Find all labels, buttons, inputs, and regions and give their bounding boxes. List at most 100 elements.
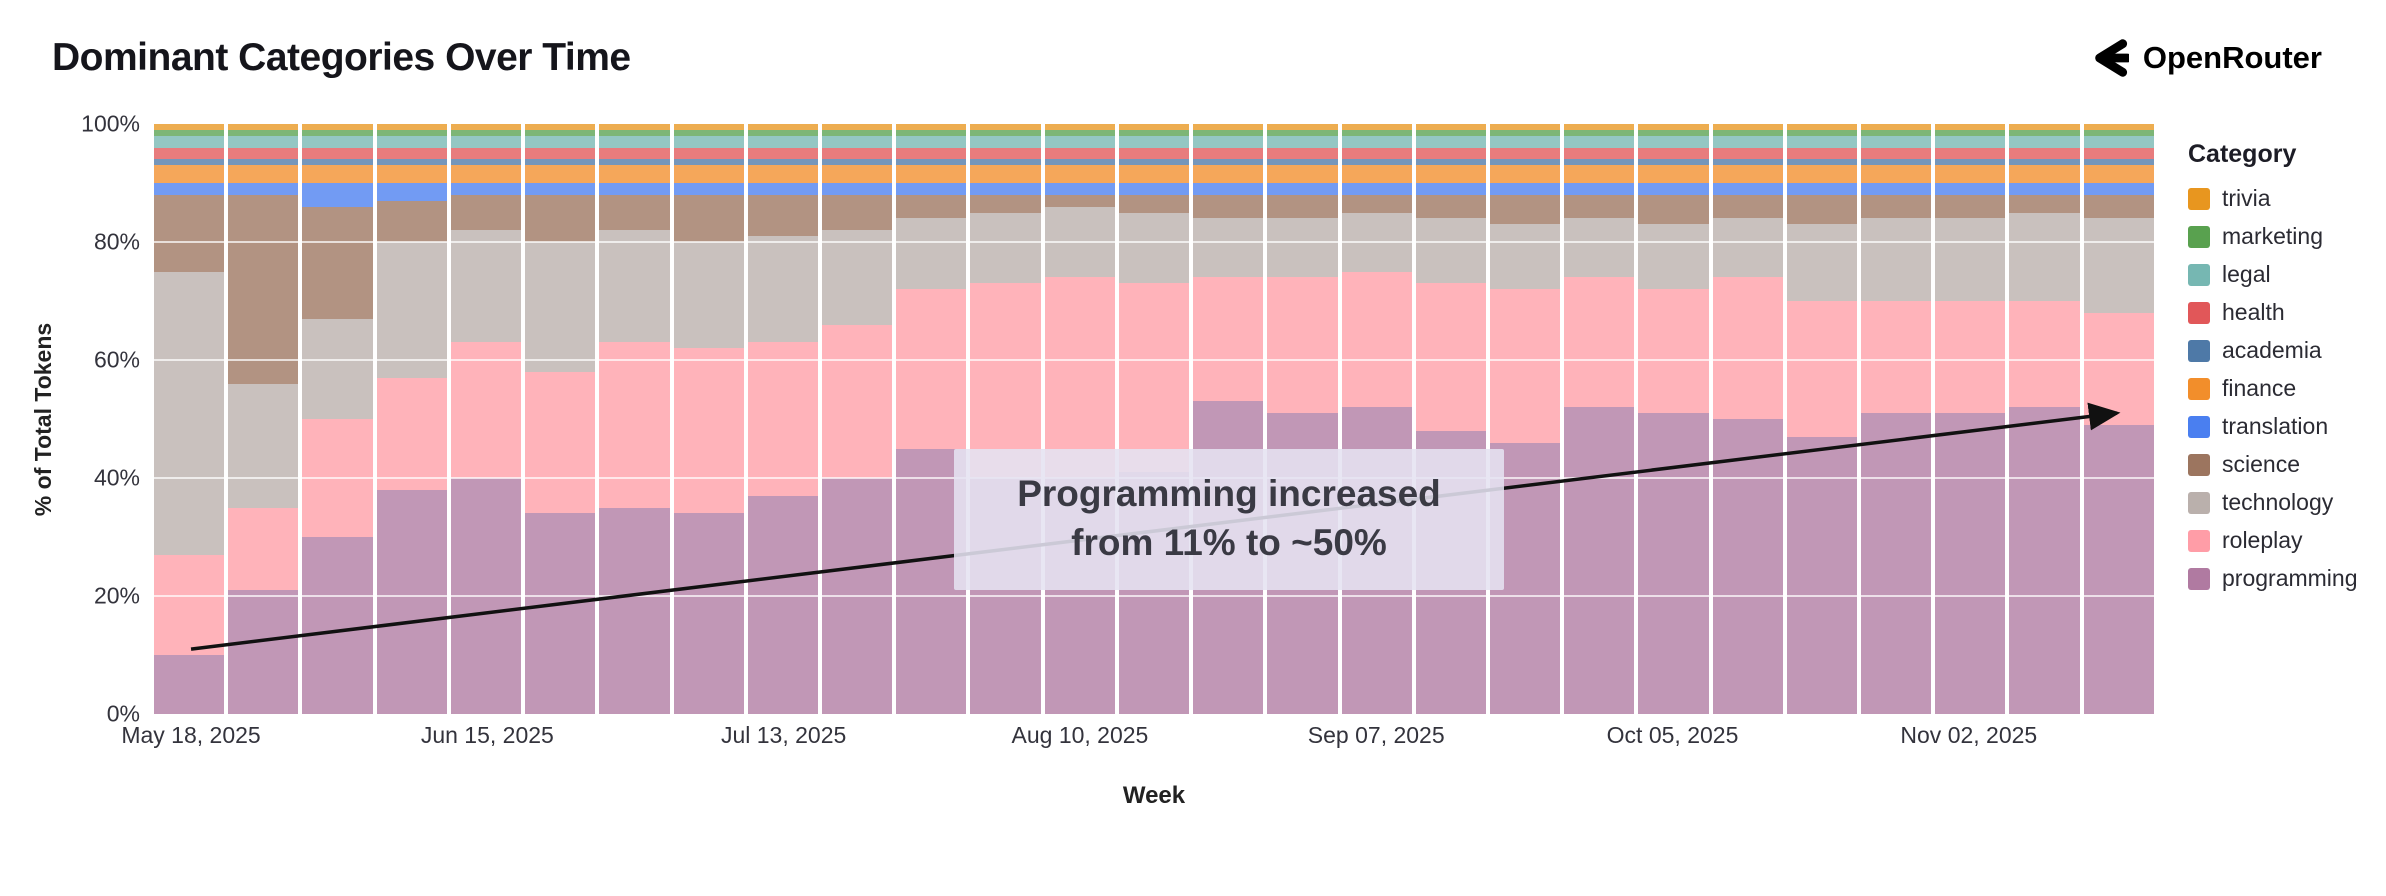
bar-segment-marketing[interactable] — [673, 129, 744, 136]
bar-segment-technology[interactable] — [228, 383, 299, 508]
bar-segment-trivia[interactable] — [1267, 124, 1338, 130]
bar-segment-roleplay[interactable] — [896, 289, 967, 449]
bar-segment-marketing[interactable] — [1861, 129, 1932, 136]
bar-segment-trivia[interactable] — [1489, 124, 1561, 130]
bar-segment-marketing[interactable] — [1267, 129, 1338, 136]
brand[interactable]: OpenRouter — [2087, 37, 2322, 79]
bar-segment-legal[interactable] — [1193, 135, 1264, 148]
bar-segment-translation[interactable] — [302, 183, 373, 207]
bar-segment-marketing[interactable] — [1935, 129, 2006, 136]
bar-segment-science[interactable] — [154, 194, 225, 272]
bar-segment-translation[interactable] — [1638, 183, 1709, 195]
bar-segment-finance[interactable] — [228, 165, 299, 184]
bar-week[interactable] — [2083, 124, 2154, 714]
bar-segment-technology[interactable] — [154, 271, 225, 555]
bar-segment-translation[interactable] — [1712, 183, 1783, 195]
bar-segment-health[interactable] — [747, 147, 818, 160]
bar-segment-roleplay[interactable] — [747, 342, 818, 496]
bar-segment-science[interactable] — [302, 206, 373, 319]
bar-segment-programming[interactable] — [525, 513, 596, 714]
bar-segment-academia[interactable] — [673, 159, 744, 166]
bar-segment-marketing[interactable] — [599, 129, 670, 136]
bar-week[interactable] — [1861, 124, 1932, 714]
legend-item-roleplay[interactable]: roleplay — [2188, 527, 2386, 554]
bar-segment-academia[interactable] — [1935, 159, 2006, 166]
bar-week[interactable] — [1638, 124, 1709, 714]
bar-segment-health[interactable] — [821, 147, 893, 160]
bar-segment-trivia[interactable] — [1341, 124, 1412, 130]
bar-segment-academia[interactable] — [1861, 159, 1932, 166]
bar-segment-legal[interactable] — [1341, 135, 1412, 148]
bar-segment-marketing[interactable] — [2083, 129, 2154, 136]
bar-segment-marketing[interactable] — [1044, 129, 1115, 136]
legend-item-academia[interactable]: academia — [2188, 337, 2386, 364]
bar-segment-marketing[interactable] — [1712, 129, 1783, 136]
bar-week[interactable] — [376, 124, 447, 714]
bar-segment-finance[interactable] — [1118, 165, 1190, 184]
bar-week[interactable] — [1193, 124, 1264, 714]
legend-item-translation[interactable]: translation — [2188, 413, 2386, 440]
bar-segment-translation[interactable] — [1415, 183, 1486, 195]
bar-segment-finance[interactable] — [599, 165, 670, 184]
bar-segment-roleplay[interactable] — [1564, 277, 1635, 408]
bar-segment-translation[interactable] — [1786, 183, 1858, 195]
bar-segment-science[interactable] — [1638, 194, 1709, 225]
legend-item-trivia[interactable]: trivia — [2188, 185, 2386, 212]
bar-segment-technology[interactable] — [450, 230, 522, 343]
bar-segment-legal[interactable] — [1935, 135, 2006, 148]
bar-segment-technology[interactable] — [1267, 218, 1338, 278]
bar-segment-technology[interactable] — [1712, 218, 1783, 278]
bar-segment-science[interactable] — [1786, 194, 1858, 225]
bar-segment-roleplay[interactable] — [1341, 271, 1412, 408]
bar-segment-legal[interactable] — [1712, 135, 1783, 148]
bar-segment-academia[interactable] — [228, 159, 299, 166]
bar-segment-translation[interactable] — [1341, 183, 1412, 195]
bar-segment-translation[interactable] — [1564, 183, 1635, 195]
bar-segment-programming[interactable] — [1564, 407, 1635, 714]
bar-segment-science[interactable] — [1861, 194, 1932, 219]
bar-segment-roleplay[interactable] — [1118, 283, 1190, 473]
bar-segment-academia[interactable] — [450, 159, 522, 166]
bar-segment-science[interactable] — [599, 194, 670, 231]
legend-item-health[interactable]: health — [2188, 299, 2386, 326]
bar-segment-trivia[interactable] — [1564, 124, 1635, 130]
bar-segment-academia[interactable] — [1341, 159, 1412, 166]
bar-segment-health[interactable] — [228, 147, 299, 160]
bar-segment-health[interactable] — [1861, 147, 1932, 160]
bar-segment-health[interactable] — [1044, 147, 1115, 160]
bar-segment-marketing[interactable] — [2009, 129, 2080, 136]
bar-segment-technology[interactable] — [599, 230, 670, 343]
bar-segment-finance[interactable] — [302, 165, 373, 184]
bar-segment-translation[interactable] — [1935, 183, 2006, 195]
bar-segment-science[interactable] — [1341, 194, 1412, 213]
bar-week[interactable] — [970, 124, 1041, 714]
bar-segment-roleplay[interactable] — [821, 324, 893, 478]
bar-week[interactable] — [525, 124, 596, 714]
bar-segment-science[interactable] — [1267, 194, 1338, 219]
bar-segment-marketing[interactable] — [747, 129, 818, 136]
bar-segment-health[interactable] — [2083, 147, 2154, 160]
bar-segment-marketing[interactable] — [302, 129, 373, 136]
bar-segment-trivia[interactable] — [1044, 124, 1115, 130]
bar-week[interactable] — [1935, 124, 2006, 714]
bar-segment-roleplay[interactable] — [673, 348, 744, 514]
bar-segment-programming[interactable] — [599, 507, 670, 714]
legend-item-science[interactable]: science — [2188, 451, 2386, 478]
bar-segment-roleplay[interactable] — [1638, 289, 1709, 414]
bar-segment-roleplay[interactable] — [228, 507, 299, 591]
bar-week[interactable] — [228, 124, 299, 714]
bar-segment-academia[interactable] — [1267, 159, 1338, 166]
bar-segment-health[interactable] — [154, 147, 225, 160]
bar-week[interactable] — [673, 124, 744, 714]
bar-segment-trivia[interactable] — [1712, 124, 1783, 130]
bar-week[interactable] — [1118, 124, 1190, 714]
bar-segment-programming[interactable] — [1712, 419, 1783, 714]
bar-segment-roleplay[interactable] — [450, 342, 522, 478]
bar-segment-trivia[interactable] — [302, 124, 373, 130]
bar-segment-finance[interactable] — [1564, 165, 1635, 184]
bar-segment-trivia[interactable] — [376, 124, 447, 130]
bar-week[interactable] — [1712, 124, 1783, 714]
bar-segment-academia[interactable] — [599, 159, 670, 166]
bar-segment-health[interactable] — [1193, 147, 1264, 160]
bar-segment-roleplay[interactable] — [1267, 277, 1338, 414]
